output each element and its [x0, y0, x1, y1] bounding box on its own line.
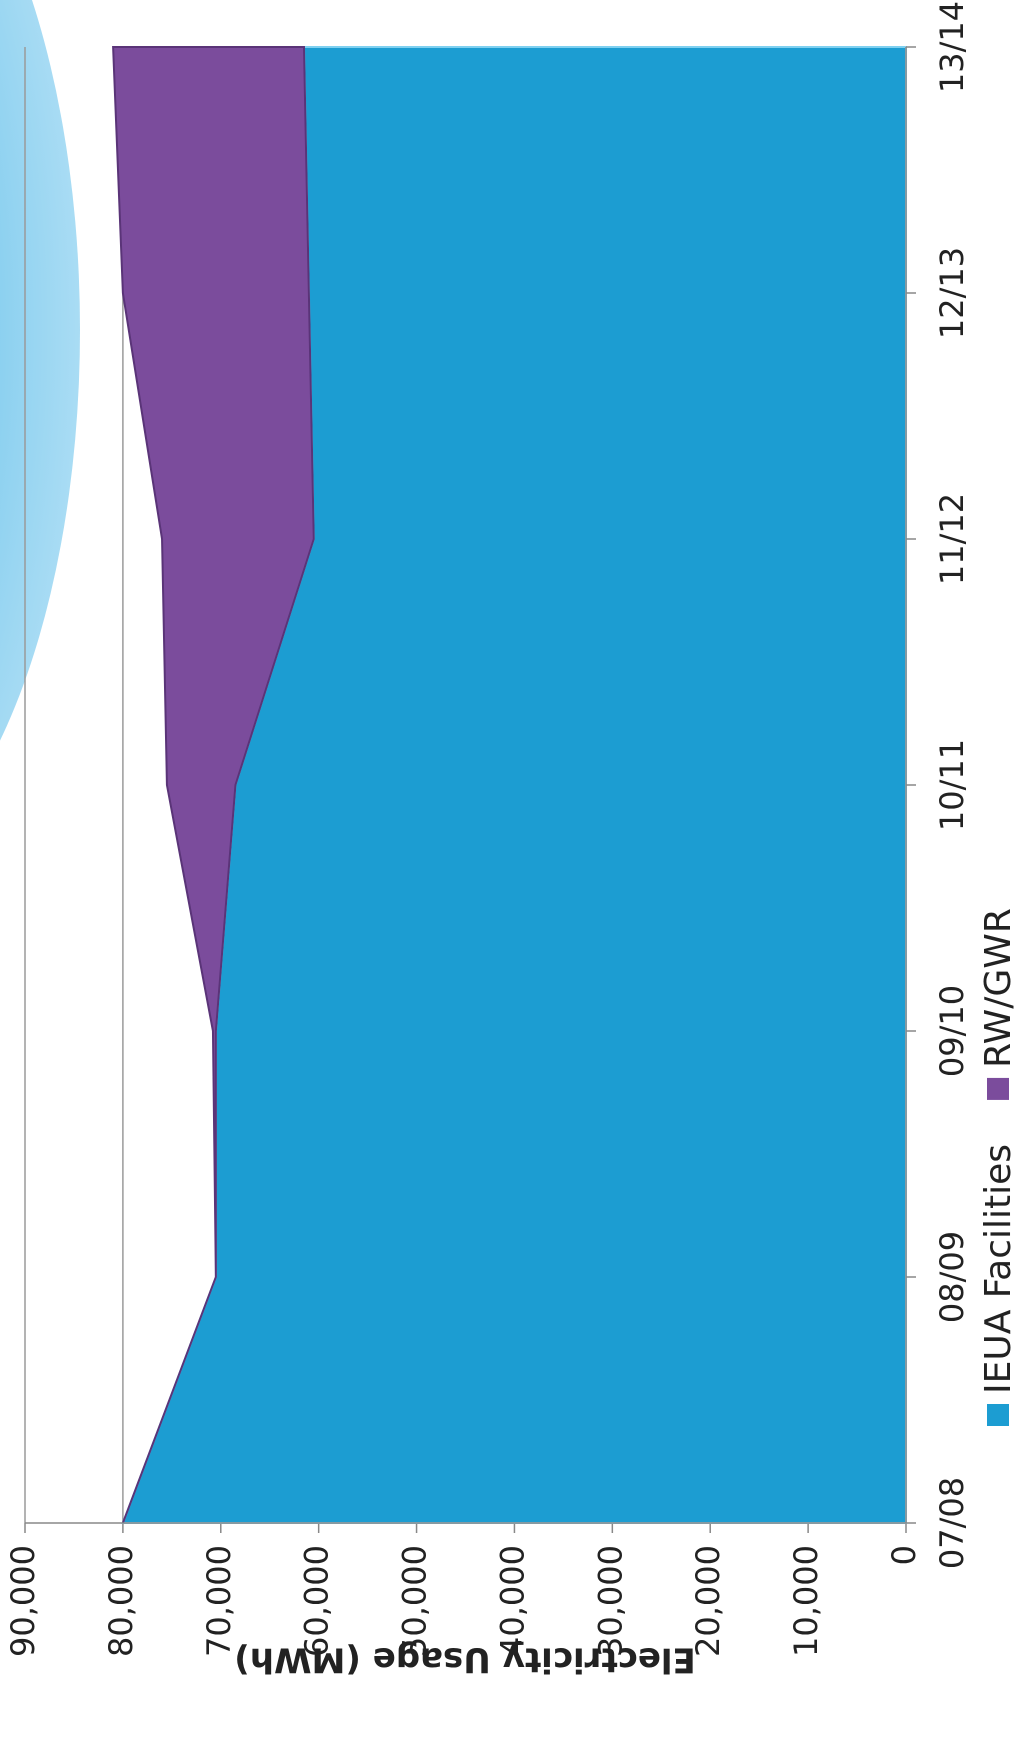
y-tick-label: 40,000 — [493, 1545, 531, 1657]
x-tick-label: 07/08 — [933, 1477, 971, 1569]
x-tick-label: 09/10 — [933, 985, 971, 1077]
legend-label: RW/GWR — [978, 908, 1019, 1068]
legend-label: IEUA Facilities — [978, 1144, 1019, 1394]
area — [112, 46, 315, 1524]
y-tick-label: 90,000 — [4, 1545, 42, 1657]
y-tick-label: 60,000 — [298, 1545, 336, 1657]
background-decoration — [0, 0, 80, 741]
legend-swatch — [987, 1077, 1009, 1100]
legend-swatch — [987, 1404, 1009, 1426]
x-tick-label: 13/14 — [933, 1, 971, 93]
y-tick-label: 50,000 — [396, 1545, 434, 1657]
y-tick-label: 70,000 — [200, 1545, 238, 1657]
y-axis-title: Electricity Usage (MWh) — [234, 1640, 695, 1680]
y-tick-label: 20,000 — [689, 1545, 727, 1657]
y-tick-label: 0 — [885, 1545, 923, 1565]
plot-group: Electricity Usage (MWh) 0 10,000 20,000 30,… — [4, 1, 1019, 1680]
y-tick-label: 80,000 — [102, 1545, 140, 1657]
x-tick-label: 08/09 — [933, 1231, 971, 1323]
y-tick-label: 30,000 — [591, 1545, 629, 1657]
x-tick-label: 11/12 — [933, 493, 971, 585]
x-tick-label: 12/13 — [933, 247, 971, 339]
y-tick-label: 10,000 — [787, 1545, 825, 1657]
x-tick-label: 10/11 — [933, 739, 971, 831]
